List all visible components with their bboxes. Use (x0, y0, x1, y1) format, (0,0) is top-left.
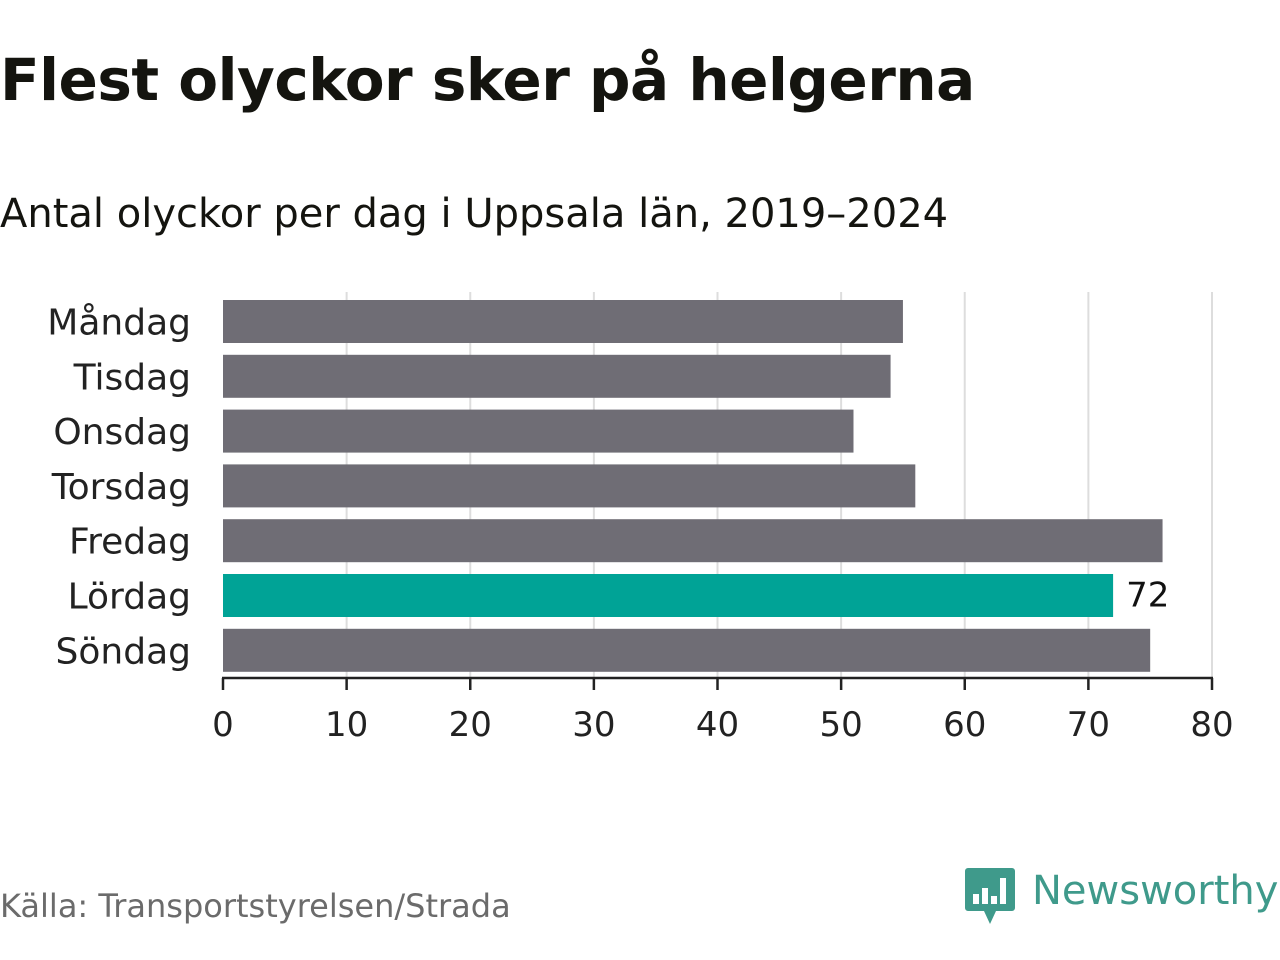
bar-onsdag (223, 409, 854, 453)
bar-måndag (223, 300, 903, 343)
category-label: Onsdag (53, 412, 191, 453)
bar-lördag (223, 574, 1114, 617)
bar-fredag (223, 519, 1163, 563)
bar-söndag (223, 628, 1151, 672)
x-tick-label: 30 (572, 705, 615, 745)
data-labels: 72 (1126, 576, 1169, 616)
category-labels: Måndag Tisdag Onsdag Torsdag Fredag Lördag Sön… (47, 303, 191, 673)
x-tick-label: 50 (819, 705, 862, 745)
bar-torsdag (223, 464, 916, 508)
x-tick-label: 60 (943, 705, 986, 745)
brand: Newsworthy (964, 864, 1279, 928)
chart-title: Flest olyckor sker på helgerna (0, 46, 975, 114)
brand-name: Newsworthy (1032, 868, 1279, 914)
category-label: Torsdag (51, 467, 191, 508)
source-note: Källa: Transportstyrelsen/Strada (0, 887, 511, 925)
x-tick-label: 40 (696, 705, 739, 745)
category-label: Fredag (69, 522, 191, 563)
bar-tisdag (223, 354, 891, 398)
x-tick-label: 0 (212, 705, 234, 745)
x-tick-label: 10 (325, 705, 368, 745)
newsworthy-chart-bubble-icon (965, 868, 1015, 924)
x-tick-label: 70 (1067, 705, 1110, 745)
x-tick-label: 80 (1190, 705, 1233, 745)
data-label: 72 (1126, 576, 1169, 616)
x-axis: 0 10 20 30 40 50 60 70 80 (212, 676, 1234, 745)
bar-chart: Måndag Tisdag Onsdag Torsdag Fredag Lördag Sön… (47, 292, 1234, 745)
x-tick-label: 20 (449, 705, 492, 745)
category-label: Tisdag (73, 357, 191, 398)
category-label: Söndag (56, 631, 191, 672)
category-label: Måndag (47, 303, 191, 344)
chart-subtitle: Antal olyckor per dag i Uppsala län, 201… (0, 191, 949, 237)
category-label: Lördag (68, 577, 191, 618)
bars (223, 300, 1163, 672)
